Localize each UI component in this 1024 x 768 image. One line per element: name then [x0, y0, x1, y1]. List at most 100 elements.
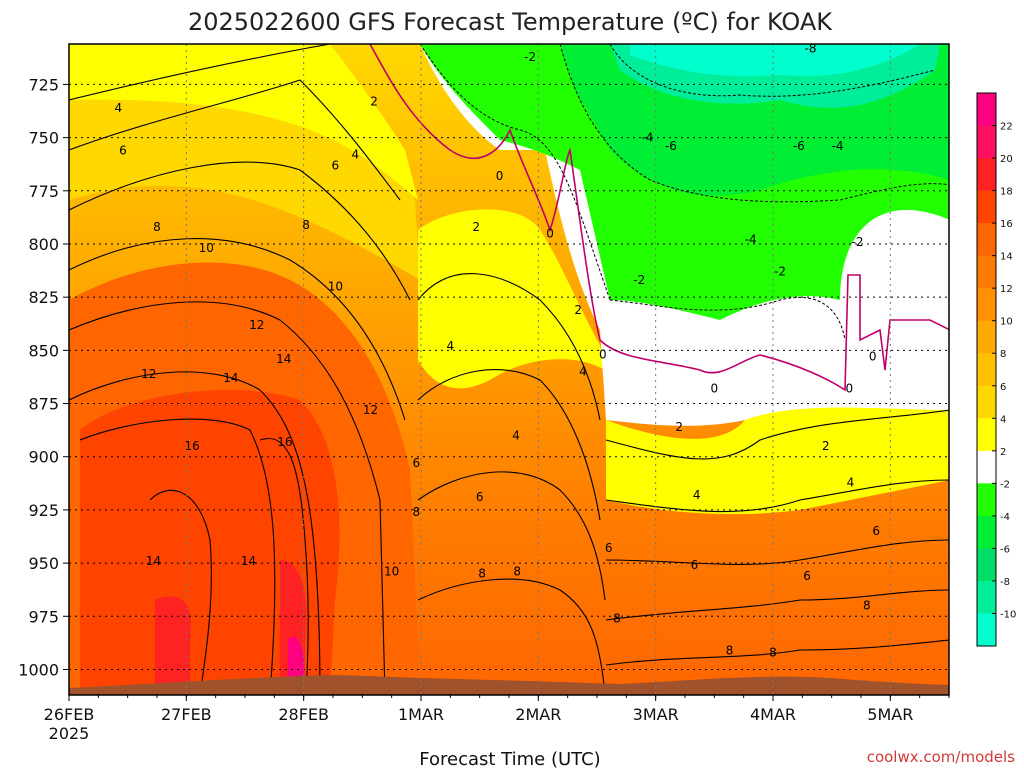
x-axis-title: Forecast Time (UTC)	[419, 749, 600, 768]
colorbar-tick-label: 22	[1000, 122, 1013, 133]
colorbar-tick-label: 2	[1000, 447, 1006, 458]
x-axis-year-label: 2025	[49, 724, 90, 743]
contour-label: 6	[332, 158, 340, 172]
colorbar-swatch	[977, 580, 996, 614]
contour-label: -2	[633, 273, 645, 287]
contour-label: 8	[478, 567, 486, 581]
contour-label: 0	[869, 350, 877, 364]
contour-label: -2	[524, 50, 536, 64]
colorbar-swatch	[977, 190, 996, 224]
contour-label: 12	[249, 318, 264, 332]
contour-label: 0	[711, 382, 719, 396]
contour-label: -4	[641, 131, 653, 145]
contour-label: 4	[114, 101, 122, 115]
colorbar-swatch	[977, 548, 996, 582]
x-tick-label: 27FEB	[161, 705, 212, 724]
contour-label: 14	[146, 554, 161, 568]
contour-label: 16	[277, 435, 292, 449]
x-tick-label: 26FEB	[44, 705, 95, 724]
contour-label: 8	[726, 643, 734, 657]
contour-label: -4	[745, 233, 757, 247]
contour-label: 6	[803, 569, 811, 583]
colorbar-swatch	[977, 288, 996, 322]
colorbar-swatch	[977, 353, 996, 387]
colorbar-swatch	[977, 418, 996, 452]
x-tick-label: 1MAR	[398, 705, 444, 724]
colorbar-swatch	[977, 385, 996, 419]
contour-label: 4	[693, 488, 701, 502]
contour-label: 4	[847, 475, 855, 489]
colorbar-tick-label: 20	[1000, 154, 1013, 165]
colorbar-frame	[976, 92, 997, 647]
colorbar-tick-label: -6	[1000, 544, 1010, 555]
contour-label: 6	[412, 456, 420, 470]
contour-label: 0	[546, 226, 554, 240]
x-tick-label: 4MAR	[750, 705, 796, 724]
colorbar-tick-label: 4	[1000, 414, 1006, 425]
colorbar-tick-label: -2	[1000, 479, 1010, 490]
colorbar: 22 20 18 16 14 12 10 8 6 4 2 -2 -4 -6 -8 -10	[976, 92, 1016, 647]
colorbar-tick-label: 6	[1000, 382, 1006, 393]
contour-label: 4	[579, 365, 587, 379]
y-tick-label: 725	[28, 75, 59, 94]
credit-text: coolwx.com/models	[867, 748, 1015, 766]
arctic-region	[630, 44, 920, 77]
contour-label: -6	[793, 139, 805, 153]
contour-label: -4	[832, 139, 844, 153]
freezing-line	[369, 44, 949, 392]
contour-lines	[69, 44, 949, 695]
gridlines	[69, 44, 949, 695]
y-tick-label: 950	[28, 554, 59, 573]
contour-label: 0	[599, 348, 607, 362]
colorbar-swatch	[977, 93, 996, 127]
x-tick-label: 3MAR	[633, 705, 679, 724]
colorbar-swatch	[977, 515, 996, 549]
contour-label: 4	[447, 339, 455, 353]
colorbar-tick-label: 18	[1000, 187, 1013, 198]
contour-label: 8	[863, 599, 871, 613]
contour-label: 6	[605, 541, 613, 555]
y-tick-label: 800	[28, 235, 59, 254]
contour-label: 4	[351, 148, 359, 162]
contour-label: 2	[675, 420, 683, 434]
colorbar-swatch	[977, 320, 996, 354]
contour-label: -2	[774, 265, 786, 279]
contour-label: 8	[513, 565, 521, 579]
colorbar-tick-label: -8	[1000, 577, 1010, 588]
contour-label: 8	[153, 220, 161, 234]
contour-label: 10	[384, 565, 399, 579]
contour-label: 8	[613, 611, 621, 625]
contour-label: 16	[185, 439, 200, 453]
x-axis: 26FEB 27FEB 28FEB 1MAR 2MAR 3MAR 4MAR 5MAR	[44, 695, 950, 724]
y-tick-label: 900	[28, 448, 59, 467]
contour-label: 6	[119, 143, 127, 157]
x-tick-label: 28FEB	[278, 705, 329, 724]
contour-label: 0	[845, 382, 853, 396]
contour-label: 12	[141, 367, 156, 381]
y-tick-label: 775	[28, 182, 59, 201]
colorbar-swatch	[977, 255, 996, 289]
colorbar-tick-label: 12	[1000, 284, 1013, 295]
colorbar-swatch	[977, 450, 996, 484]
colorbar-swatch	[977, 158, 996, 192]
y-tick-label: 750	[28, 129, 59, 148]
contour-label: 12	[363, 403, 378, 417]
y-tick-label: 975	[28, 607, 59, 626]
chart-title: 2025022600 GFS Forecast Temperature (ºC)…	[188, 8, 833, 36]
colorbar-tick-label: 8	[1000, 349, 1006, 360]
colorbar-tick-label: 10	[1000, 317, 1013, 328]
contour-label: 14	[223, 371, 238, 385]
contour-label: 2	[822, 439, 830, 453]
y-tick-label: 925	[28, 501, 59, 520]
lower-right-yellow-region	[606, 407, 949, 515]
colorbar-swatch	[977, 223, 996, 257]
contour-label: -2	[851, 235, 863, 249]
x-tick-label: 5MAR	[867, 705, 913, 724]
y-axis: 725 750 775 800 825 850 875 900 925 950 975 1000	[18, 75, 69, 679]
contour-label: 0	[496, 169, 504, 183]
contour-label: 8	[412, 505, 420, 519]
contour-label: 2	[574, 303, 582, 317]
colorbar-swatch	[977, 483, 996, 517]
contour-label: 10	[199, 241, 214, 255]
